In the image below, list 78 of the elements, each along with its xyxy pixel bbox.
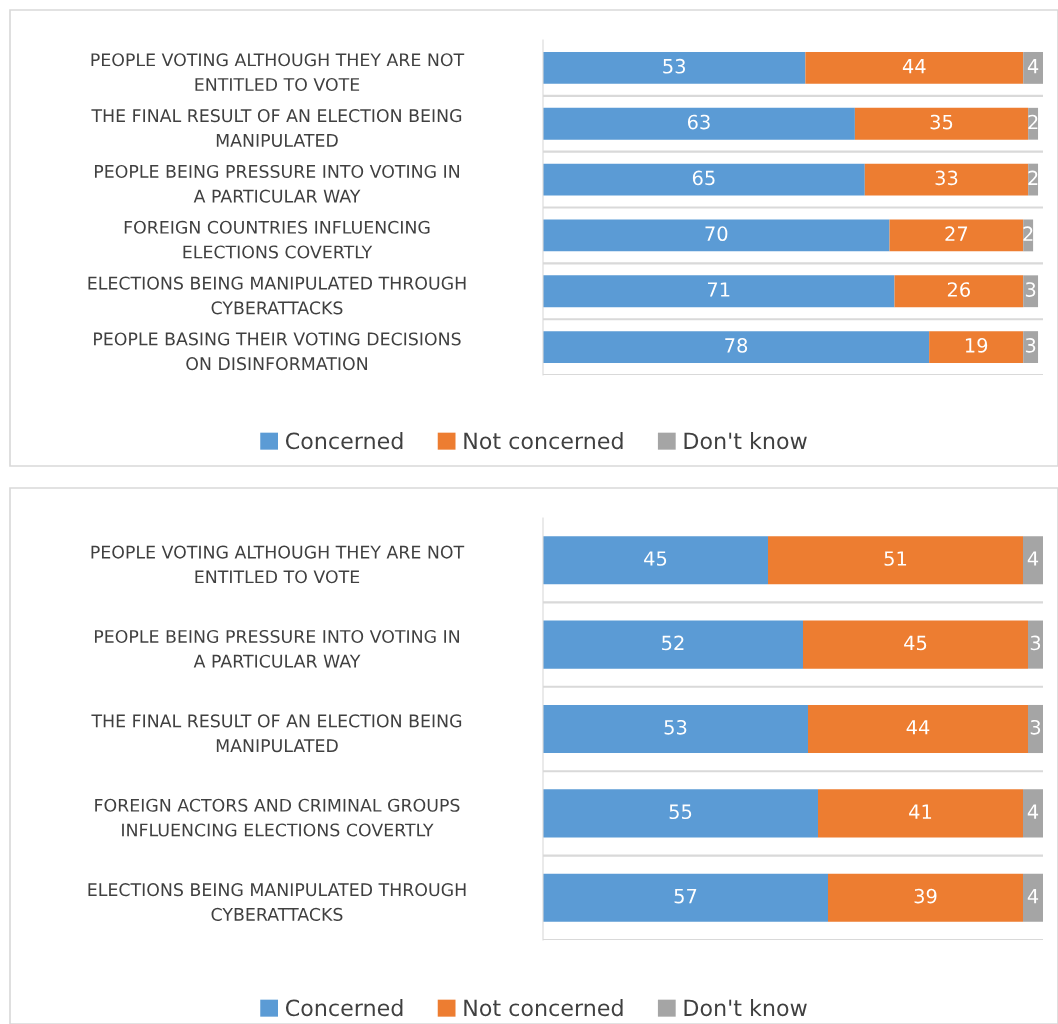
- data-label: 2: [1028, 170, 1038, 185]
- bar: [1028, 704, 1043, 754]
- legend-label: Don't know: [684, 432, 807, 450]
- legend-label: Don't know: [684, 999, 807, 1017]
- bar: [543, 536, 768, 585]
- data-label: 70: [705, 226, 728, 242]
- bar: [543, 873, 828, 922]
- bar: [854, 107, 1029, 140]
- data-label: 63: [687, 114, 710, 130]
- data-label: 57: [674, 888, 697, 904]
- legend-label: Concerned: [285, 999, 403, 1017]
- y-tick-label: PEOPLE BASING THEIR VOTING DECISIONS ON DISINFORMATION: [94, 332, 461, 371]
- y-tick-label: FOREIGN ACTORS AND CRIMINAL GROUPS INFLUENCING ELECTIONS COVERTLY: [95, 798, 460, 837]
- bar: [1023, 536, 1043, 585]
- data-label: 3: [1030, 635, 1041, 651]
- data-label: 52: [662, 635, 684, 651]
- bar: [543, 275, 895, 308]
- bar: [818, 789, 1023, 838]
- y-tick-label: PEOPLE VOTING ALTHOUGH THEY ARE NOT ENTITLED TO VOTE: [91, 545, 465, 584]
- bar: [1023, 52, 1043, 84]
- bar: [543, 704, 808, 754]
- y-tick-label: THE FINAL RESULT OF AN ELECTION BEING MANIPULATED: [91, 714, 462, 753]
- data-label: 3: [1030, 719, 1041, 735]
- data-label: 4: [1027, 804, 1039, 819]
- data-label: 41: [909, 804, 932, 819]
- bar: [543, 52, 806, 84]
- bar: [543, 789, 818, 838]
- bar: [543, 163, 865, 196]
- data-label: 45: [644, 551, 667, 566]
- data-label: 3: [1025, 282, 1036, 297]
- bar: [1028, 620, 1043, 669]
- data-label: 65: [692, 170, 715, 186]
- y-tick-label: ELECTIONS BEING MANIPULATED THROUGH CYBERATTACKS: [88, 883, 466, 921]
- data-label: 71: [707, 282, 730, 297]
- y-tick-label: THE FINAL RESULT OF AN ELECTION BEING MANIPULATED: [91, 109, 462, 147]
- data-label: 2: [1028, 114, 1038, 130]
- bar: [1023, 789, 1043, 838]
- bar: [803, 620, 1028, 669]
- data-label: 19: [965, 338, 988, 353]
- data-label: 39: [914, 888, 937, 904]
- y-tick-label: FOREIGN COUNTRIES INFLUENCING ELECTIONS COVERTLY: [124, 220, 430, 259]
- data-label: 35: [930, 114, 953, 130]
- data-label: 3: [1025, 338, 1036, 353]
- bar: [929, 331, 1024, 363]
- data-label: 51: [884, 551, 907, 566]
- bar: [543, 620, 803, 669]
- data-label: 78: [725, 338, 748, 353]
- bar: [894, 275, 1024, 308]
- data-label: 44: [906, 720, 930, 735]
- data-label: 4: [1027, 551, 1039, 566]
- y-tick-label: ELECTIONS BEING MANIPULATED THROUGH CYBERATTACKS: [88, 276, 466, 315]
- bar: [543, 331, 930, 363]
- bar: [543, 219, 890, 252]
- legend-label: Not concerned: [464, 999, 623, 1017]
- bar: [768, 536, 1023, 585]
- y-tick-label: PEOPLE BEING PRESSURE INTO VOTING IN A PARTICULAR WAY: [94, 164, 459, 203]
- bar: [543, 107, 855, 140]
- data-label: 4: [1027, 888, 1039, 904]
- data-label: 26: [947, 282, 970, 297]
- y-tick-label: PEOPLE VOTING ALTHOUGH THEY ARE NOT ENTITLED TO VOTE: [91, 53, 465, 92]
- data-label: 27: [945, 226, 968, 241]
- bar: [805, 52, 1024, 84]
- data-label: 2: [1023, 226, 1033, 241]
- data-label: 53: [664, 719, 687, 735]
- bar: [808, 704, 1028, 754]
- data-label: 44: [902, 59, 926, 74]
- data-label: 33: [935, 170, 958, 186]
- data-label: 45: [904, 635, 927, 651]
- data-label: 55: [669, 804, 692, 820]
- bar: [1023, 873, 1043, 922]
- y-tick-label: PEOPLE BEING PRESSURE INTO VOTING IN A PARTICULAR WAY: [94, 629, 459, 668]
- legend-label: Not concerned: [464, 432, 623, 450]
- bar: [889, 219, 1024, 252]
- bar: [828, 873, 1023, 922]
- data-label: 4: [1027, 59, 1039, 74]
- data-label: 53: [663, 58, 685, 74]
- legend-label: Concerned: [285, 432, 403, 450]
- bar: [864, 163, 1029, 196]
